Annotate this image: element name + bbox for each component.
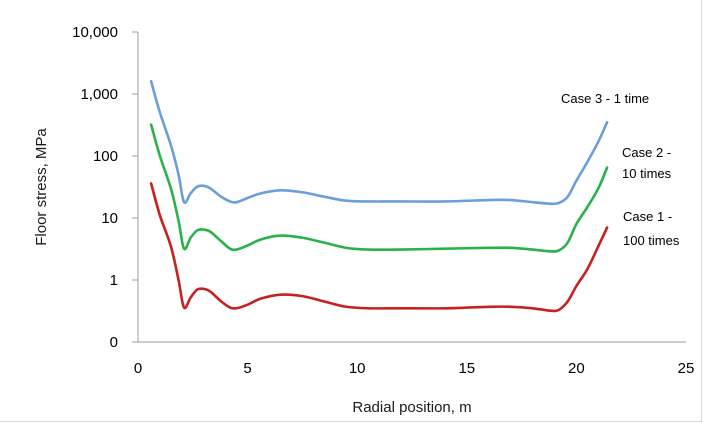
series-line <box>149 182 609 313</box>
series-label: 100 times <box>623 233 680 248</box>
x-tick-label: 5 <box>243 360 251 377</box>
x-tick-label: 25 <box>678 360 695 377</box>
x-tick-label: 0 <box>134 360 142 377</box>
y-tick-label: 1,000 <box>80 86 118 103</box>
series-label: Case 3 - 1 time <box>561 91 649 106</box>
x-tick-label: 15 <box>458 360 475 377</box>
y-tick-label: 0 <box>110 334 118 351</box>
axes <box>137 32 686 343</box>
series-label: Case 1 - <box>623 209 672 224</box>
series-label: 10 times <box>622 166 672 181</box>
x-ticks: 0 5 10 15 20 25 <box>134 360 695 377</box>
series-labels: Case 3 - 1 time Case 2 - 10 times Case 1 - 1… <box>561 91 680 248</box>
x-tick-label: 20 <box>568 360 585 377</box>
series-lines <box>149 80 609 313</box>
y-tick-label: 10 <box>101 210 118 227</box>
x-axis-title: Radial position, m <box>352 399 471 416</box>
y-axis-title: Floor stress, MPa <box>33 128 50 246</box>
y-tick-label: 100 <box>93 148 118 165</box>
y-tick-label: 1 <box>110 272 118 289</box>
series-line <box>149 80 609 206</box>
x-tick-label: 10 <box>349 360 366 377</box>
series-label: Case 2 - <box>622 145 671 160</box>
y-tick-label: 10,000 <box>72 24 118 41</box>
series-line <box>149 123 609 253</box>
y-ticks: 0 1 10 100 1,000 10,000 <box>72 24 138 351</box>
